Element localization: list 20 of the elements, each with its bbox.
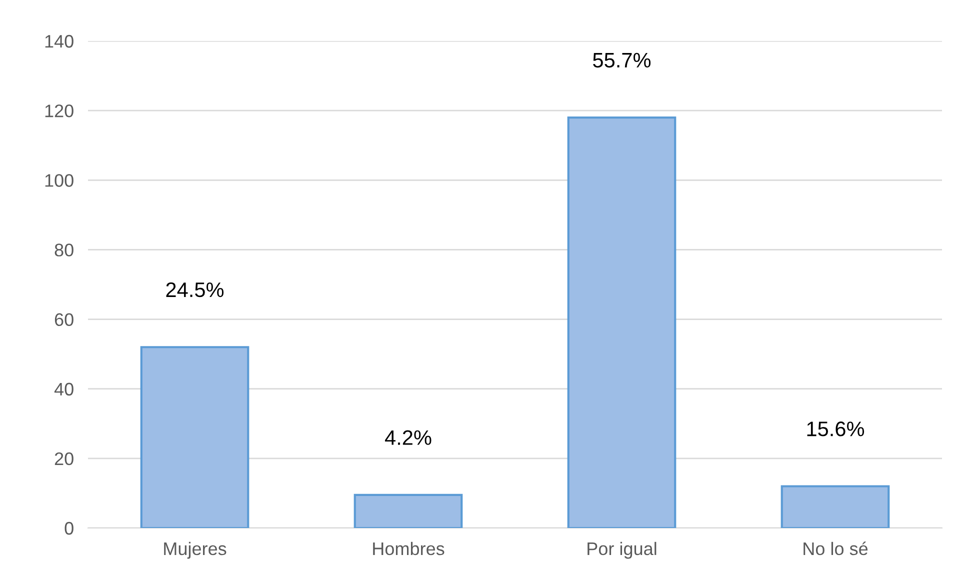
x-tick-label: Por igual <box>588 542 656 559</box>
y-tick-label: 40 <box>54 382 74 396</box>
x-tick-label: Hombres <box>373 542 444 556</box>
y-tick-label: 0 <box>64 522 74 535</box>
x-tick-label: Mujeres <box>164 542 226 559</box>
annotation: 15.6% <box>807 422 864 436</box>
y-tick-label: 60 <box>54 313 74 326</box>
y-tick-label: 80 <box>54 244 74 256</box>
bar <box>354 494 463 528</box>
bar <box>567 116 676 528</box>
annotation: 4.2% <box>384 430 432 445</box>
y-tick-label: 120 <box>45 104 74 118</box>
bar <box>780 485 890 528</box>
bar <box>140 346 250 528</box>
annotation: 24.5% <box>166 282 224 298</box>
y-tick-label: 100 <box>45 174 74 187</box>
annotation: 55.7% <box>593 52 651 68</box>
y-tick-label: 20 <box>54 452 74 466</box>
x-tick-label: No lo sé <box>804 542 868 556</box>
y-tick-label: 140 <box>45 34 74 48</box>
